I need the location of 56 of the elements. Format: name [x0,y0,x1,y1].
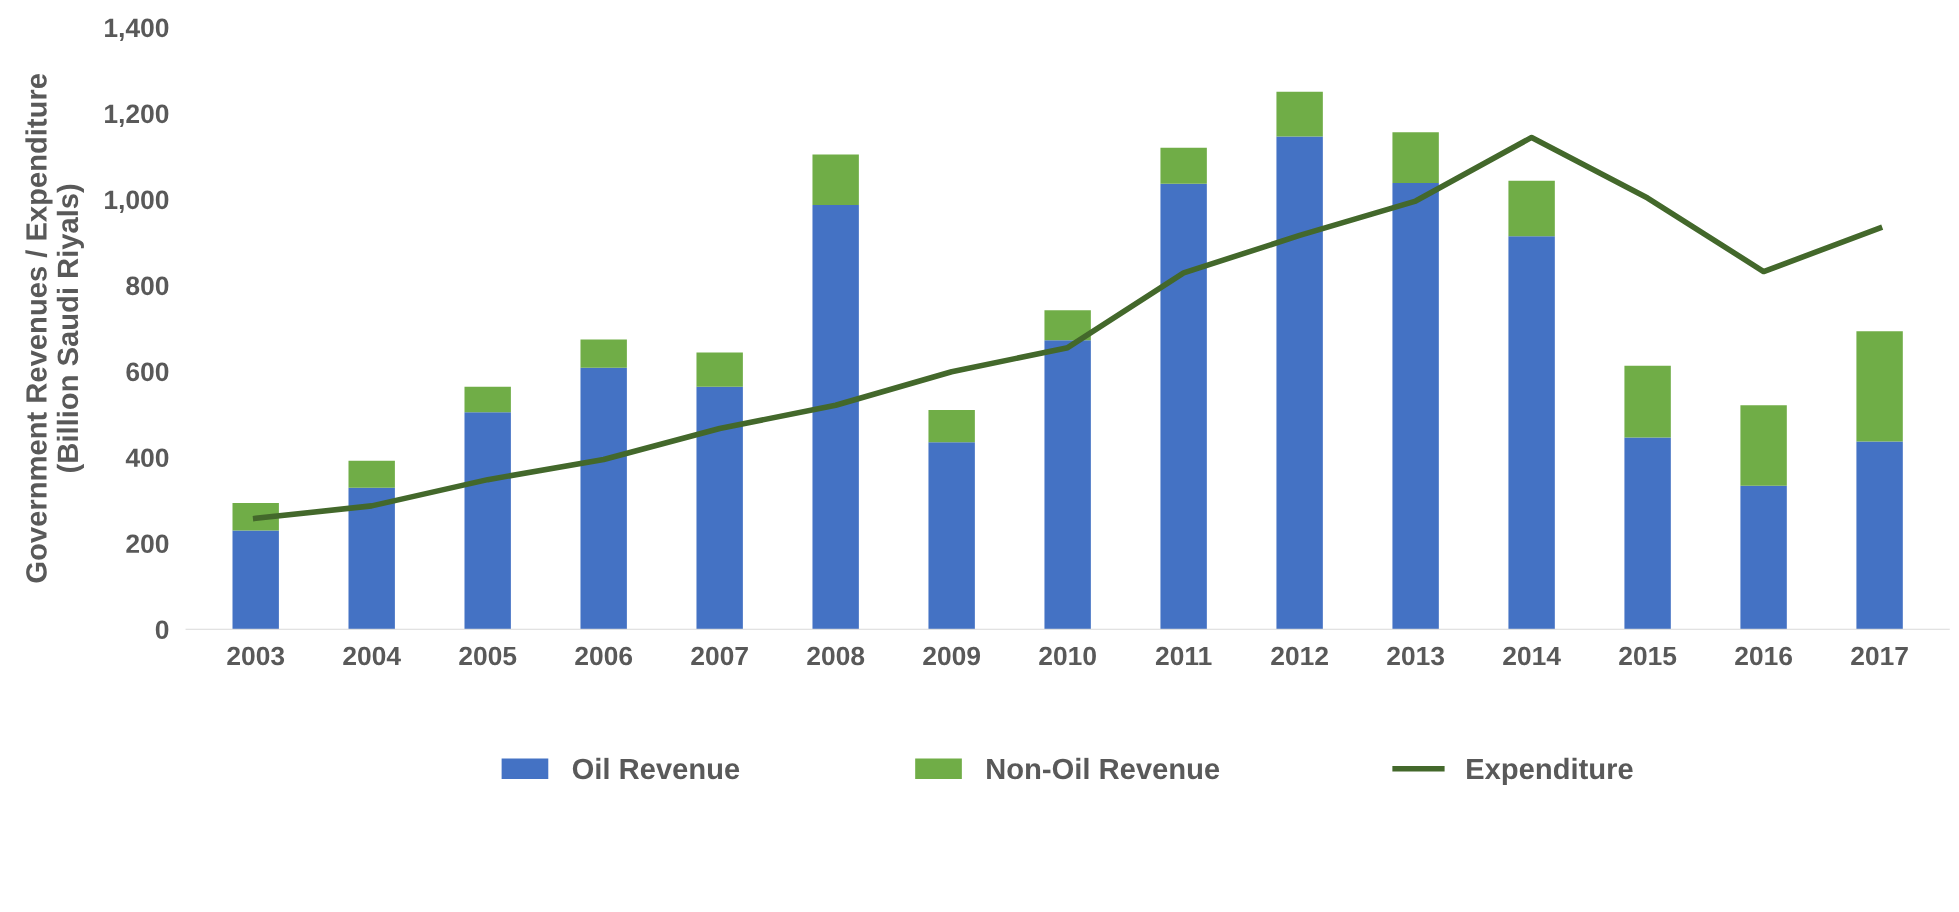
legend-label: Oil Revenue [572,757,740,780]
legend-label: Non-Oil Revenue [987,757,1220,780]
x-tick-label: 2017 [1851,646,1908,666]
bar [1856,331,1903,442]
bar [928,410,975,443]
bar [464,386,511,413]
bar [1044,310,1091,341]
bar [928,442,975,630]
y-tick-label: 1,000 [105,190,169,213]
x-tick-label: 2008 [807,646,865,666]
bar [1044,340,1091,630]
bar [1392,132,1439,183]
y-tick-label: 1,400 [105,18,169,42]
bar [1276,136,1323,630]
x-tick-label: 2006 [575,646,633,666]
bar [696,386,743,630]
bar [812,154,859,205]
x-tick-label: 2010 [1039,646,1096,666]
bar [464,412,511,630]
y-axis-title: Government Revenues / Expenditure (Billion Saudi Riyals) [25,74,84,583]
bar [580,367,627,630]
bar [1740,405,1787,486]
bar [1508,180,1555,237]
y-tick-label: 400 [125,448,169,468]
bar [1392,183,1439,630]
y-tick-label: 200 [126,534,169,554]
x-tick-label: 2011 [1155,646,1212,666]
bar [1624,365,1671,438]
x-tick-label: 2007 [691,646,748,666]
y-tick-label: 600 [126,362,169,382]
bar [1624,437,1671,630]
y-tick-label: 1,200 [105,104,169,127]
x-tick-label: 2015 [1619,646,1677,666]
x-tick-label: 2013 [1387,646,1445,666]
bar [580,339,627,368]
bar [348,460,395,488]
x-tick-label: 2016 [1735,646,1793,666]
legend-label: Expenditure [1467,757,1633,786]
bar [232,530,279,630]
x-tick-label: 2003 [227,646,285,666]
bar [696,352,743,387]
bar [1856,441,1903,630]
x-tick-label: 2004 [343,646,401,666]
bar [1276,91,1323,137]
bar [1740,485,1787,630]
bar [1508,236,1555,630]
bar [1160,147,1207,184]
bar [812,204,859,630]
x-tick-label: 2012 [1271,646,1328,666]
x-tick-label: 2014 [1503,646,1561,666]
bar [348,487,395,630]
y-tick-label: 800 [126,276,169,296]
x-tick-label: 2009 [923,646,981,666]
y-tick-label: 0 [155,620,169,640]
bar [1160,183,1207,630]
x-tick-label: 2005 [459,646,517,666]
